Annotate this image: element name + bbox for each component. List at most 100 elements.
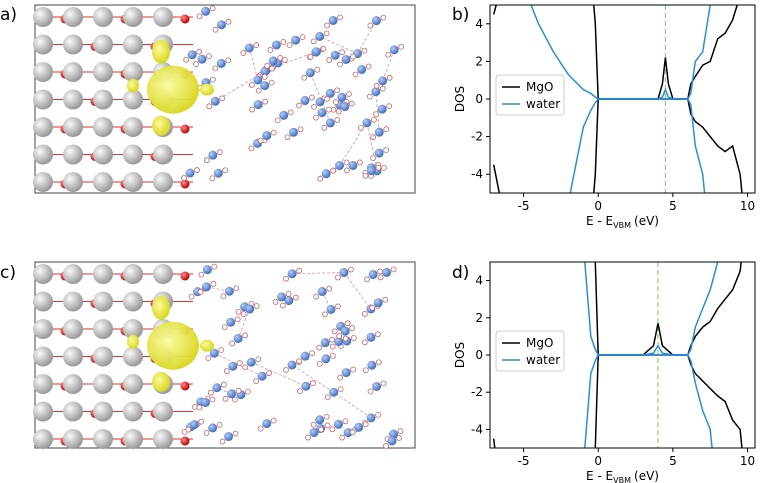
mg-atom (93, 34, 113, 55)
water-o (389, 429, 399, 439)
h-atom (253, 303, 260, 309)
h-atom (220, 381, 227, 388)
x-tick-label: -5 (518, 454, 530, 468)
water-o (216, 58, 226, 68)
h-atom (367, 22, 374, 29)
mg-atom (93, 117, 113, 137)
mg-atom (63, 144, 83, 165)
water-o (371, 87, 381, 97)
h-atom (326, 57, 333, 64)
mg-atom (63, 34, 83, 55)
h-atom (324, 422, 331, 429)
h-atom (367, 388, 374, 395)
h-atom (269, 65, 275, 72)
h-atom (225, 18, 232, 25)
h-atom (337, 61, 343, 68)
x-tick-label: 10 (740, 454, 755, 468)
plot-area (492, 262, 743, 448)
x-label-unit: (eV) (634, 214, 659, 228)
h-atom (348, 100, 355, 107)
h-atom (361, 339, 368, 346)
h-atom (349, 325, 356, 331)
h-atom (255, 87, 262, 94)
mg-atom (33, 89, 53, 110)
dos-plot: -5 0 5 10 -4 -2 0 2 4 DOS E - EVBM (eV) MgO water (453, 261, 756, 483)
x-label-unit: (eV) (634, 469, 659, 483)
h-atom (396, 435, 402, 441)
dos-line (492, 354, 743, 448)
h-atom (344, 167, 350, 174)
mg-atom (123, 7, 143, 27)
h-atom (379, 85, 386, 92)
water-o (208, 423, 218, 433)
density (152, 295, 170, 320)
water-o (212, 383, 222, 393)
water-o (185, 168, 195, 178)
h-bond (206, 286, 230, 292)
water-o (387, 436, 397, 446)
water-o (315, 415, 325, 425)
water-o (228, 361, 238, 371)
h-atom (398, 43, 405, 50)
water-o (340, 326, 350, 336)
water-o (262, 131, 272, 141)
h-atom (385, 51, 392, 58)
x-axis-label: E - EVBM (eV) (586, 469, 659, 483)
h-bond (266, 51, 317, 71)
h-atom (329, 426, 336, 433)
h-atom (316, 344, 323, 351)
water-o (372, 381, 382, 391)
water-o (315, 97, 325, 107)
mg-atom (123, 264, 143, 284)
h-atom (336, 333, 343, 339)
h-atom (326, 285, 333, 292)
water-o (341, 368, 351, 378)
h-atom (240, 50, 247, 56)
mg-atom (123, 144, 143, 165)
water-o (315, 31, 325, 41)
h-atom (188, 293, 195, 300)
x-tick-label: 0 (594, 454, 602, 468)
h-atom (329, 336, 336, 343)
h-atom (307, 53, 314, 60)
h-atom (257, 425, 264, 432)
water-o (377, 104, 387, 114)
h-atom (223, 368, 230, 375)
h-atom (240, 311, 247, 317)
h-atom (318, 426, 324, 433)
y-tick-label: 2 (475, 311, 483, 325)
h-atom (248, 145, 255, 152)
mg-atom (63, 429, 83, 449)
h-atom (329, 352, 336, 359)
h-atom (194, 167, 200, 173)
dos-line (530, 5, 711, 100)
h-atom (209, 5, 216, 12)
h-atom (350, 366, 357, 373)
h-atom (348, 266, 354, 273)
mg-atom (93, 319, 113, 339)
panel-label: b) (452, 5, 469, 25)
snapshot (33, 261, 416, 449)
water-o (333, 419, 343, 429)
mg-atom (153, 172, 173, 192)
mg-atom (33, 144, 53, 165)
water-o (325, 88, 335, 98)
mg-atom (153, 429, 173, 449)
mg-atom (123, 346, 143, 367)
mg-atom (93, 346, 113, 367)
mg-atom (33, 401, 53, 422)
x-axis-label: E - EVBM (eV) (586, 214, 659, 230)
water-o (354, 422, 364, 432)
h-atom (207, 389, 214, 396)
density (200, 83, 214, 96)
water-o (340, 102, 350, 112)
water-o (189, 420, 199, 430)
density (147, 65, 199, 114)
water-o (201, 6, 211, 16)
h-atom (309, 94, 315, 101)
water-o (367, 360, 377, 370)
cell (34, 261, 416, 449)
h-atom (383, 147, 389, 154)
dos-line (492, 5, 738, 100)
h-bond (366, 122, 378, 171)
